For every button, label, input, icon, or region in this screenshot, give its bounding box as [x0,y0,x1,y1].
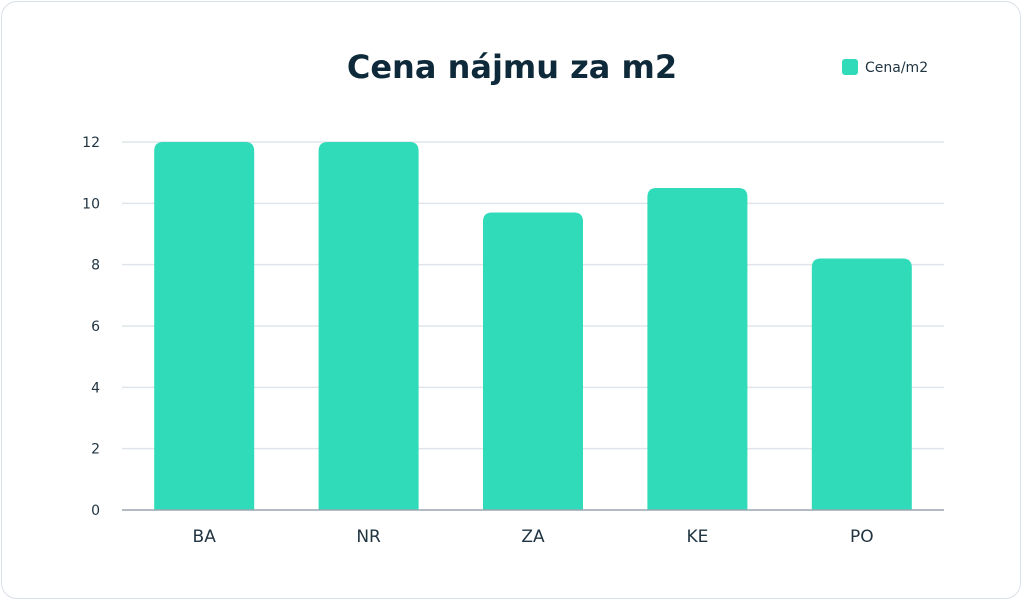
y-tick-label: 2 [91,442,100,458]
bar-ke [647,188,748,510]
x-tick-label: KE [686,527,708,547]
y-tick-label: 10 [82,196,100,212]
x-axis-ticks: BA NR ZA KE PO [193,527,874,547]
y-tick-label: 8 [91,258,100,274]
bar-za [483,212,583,511]
y-axis-ticks: 0 2 4 6 8 10 12 [82,135,100,519]
bar-po [811,258,912,510]
y-tick-label: 4 [91,380,100,396]
x-tick-label: NR [356,527,381,547]
gridlines [122,141,944,450]
x-tick-label: PO [850,527,874,547]
legend-swatch [842,59,858,75]
x-tick-label: BA [193,527,217,547]
y-tick-label: 0 [91,503,100,519]
bar-ba [154,142,255,510]
legend: Cena/m2 [842,59,928,76]
legend-label: Cena/m2 [865,60,928,76]
bars [154,142,912,511]
x-tick-label: ZA [521,527,545,547]
y-tick-label: 12 [82,135,100,151]
y-tick-label: 6 [91,319,100,335]
chart-title: Cena nájmu za m2 [347,48,677,86]
bar-nr [318,142,419,510]
